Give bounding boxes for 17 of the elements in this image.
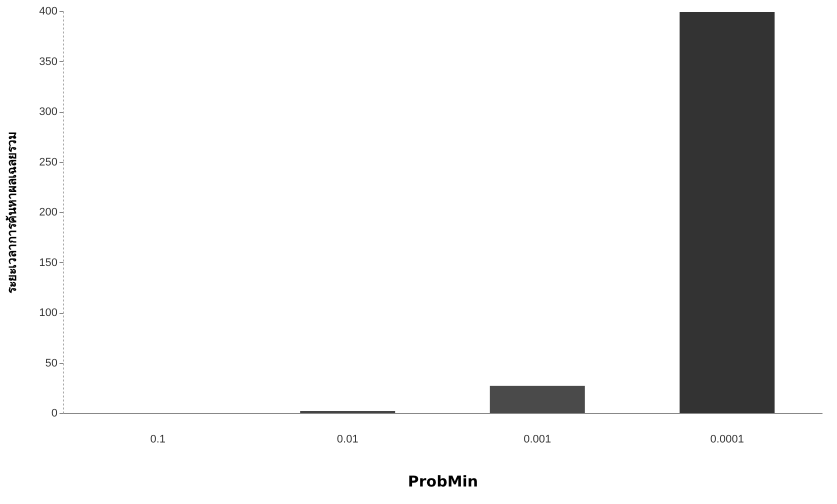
y-tick-label: 200 bbox=[39, 206, 58, 218]
x-tick-label: 0.0001 bbox=[710, 434, 744, 446]
y-axis-title: ระยะเวลาการค้นหาผลเฉลยรวม bbox=[5, 132, 20, 294]
y-tick-label: 300 bbox=[39, 106, 58, 118]
bar bbox=[680, 12, 775, 413]
x-tick-label: 0.01 bbox=[336, 434, 358, 446]
y-tick-label: 400 bbox=[39, 6, 58, 18]
x-tick-label: 0.001 bbox=[524, 434, 552, 446]
y-tick-label: 150 bbox=[39, 256, 58, 269]
bar bbox=[490, 386, 585, 413]
y-tick-label: 250 bbox=[39, 156, 58, 168]
y-tick-label: 350 bbox=[39, 56, 58, 68]
y-tick-label: 0 bbox=[51, 408, 58, 420]
x-axis-title: ProbMin bbox=[408, 472, 478, 490]
y-tick-label: 50 bbox=[45, 357, 58, 370]
x-tick-label: 0.1 bbox=[150, 434, 166, 446]
y-tick-label: 100 bbox=[39, 307, 58, 319]
